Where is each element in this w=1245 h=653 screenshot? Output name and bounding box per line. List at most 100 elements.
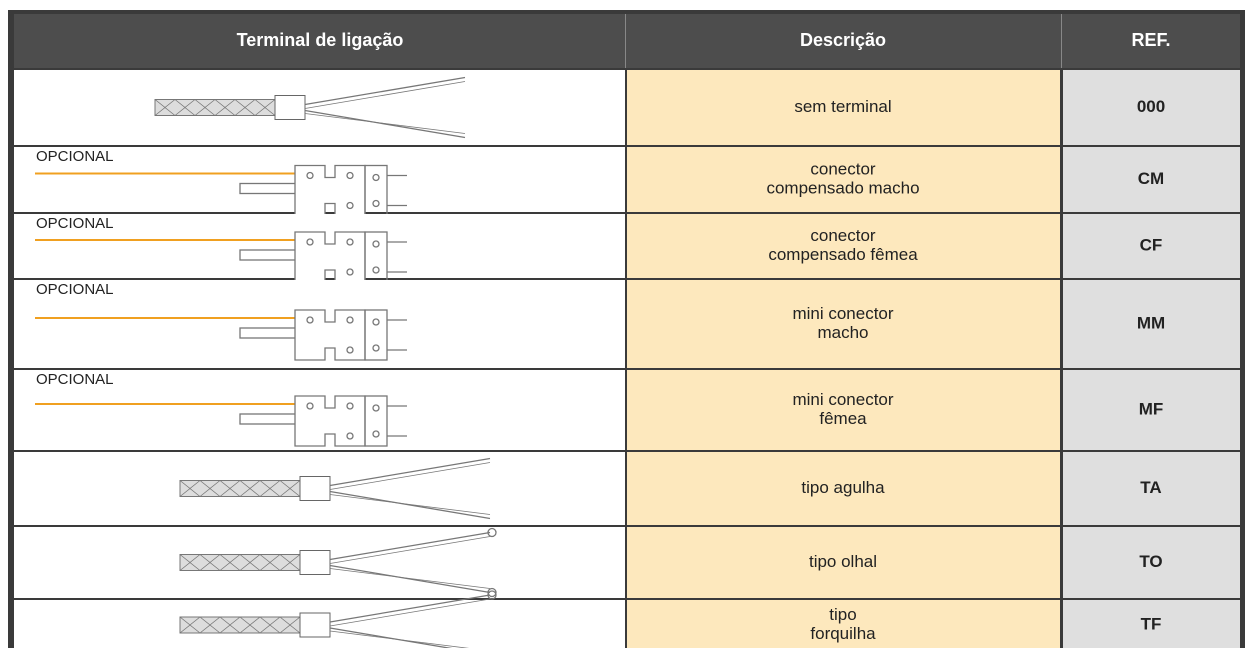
header-cell: Terminal de ligação <box>237 30 404 50</box>
screw <box>372 266 380 274</box>
description: tipo agulha <box>801 478 885 497</box>
cell <box>14 70 625 145</box>
braid-pattern <box>154 99 176 116</box>
screw <box>346 346 354 354</box>
braid-pattern <box>254 99 276 116</box>
braid-pattern <box>219 554 241 571</box>
wire <box>329 536 491 589</box>
description: compensado fêmea <box>768 245 918 264</box>
braid-pattern <box>259 616 281 634</box>
description: tipo olhal <box>809 552 877 571</box>
cell <box>627 214 1060 278</box>
tip <box>487 590 497 600</box>
screw <box>346 171 354 180</box>
description: mini conector <box>792 390 893 409</box>
description: fêmea <box>819 409 867 428</box>
description: mini conector <box>792 304 893 323</box>
description: tipo <box>829 605 856 624</box>
braid-pattern <box>259 480 281 497</box>
ref: MM <box>1137 313 1165 332</box>
optional-label: OPCIONAL <box>36 148 114 165</box>
ref: TO <box>1139 552 1162 571</box>
wire <box>304 81 466 134</box>
description: forquilha <box>810 624 876 643</box>
cell <box>627 280 1060 368</box>
sleeve <box>274 95 306 120</box>
braid-pattern <box>279 480 301 497</box>
braid-pattern <box>239 554 261 571</box>
screw <box>346 238 354 246</box>
tip <box>487 527 497 538</box>
wire <box>329 462 491 515</box>
cell <box>627 452 1060 525</box>
cell <box>627 600 1060 650</box>
screw <box>372 344 380 352</box>
cell <box>1063 600 1240 650</box>
braid <box>179 616 301 634</box>
braid-pattern <box>199 554 221 571</box>
wire <box>304 76 466 139</box>
description: conector <box>810 226 876 245</box>
sleeve <box>299 476 331 501</box>
cell <box>627 70 1060 145</box>
header-cell: Descrição <box>800 30 886 50</box>
pins <box>387 405 407 437</box>
braid-pattern <box>234 99 256 116</box>
screw <box>306 316 314 324</box>
braid-pattern <box>279 616 301 634</box>
ref: CF <box>1140 235 1163 254</box>
header-cell: REF. <box>1131 30 1170 50</box>
braid-pattern <box>174 99 196 116</box>
braid-pattern <box>219 616 241 634</box>
braid-pattern <box>179 616 201 634</box>
braid-pattern <box>179 480 201 497</box>
braid-pattern <box>179 554 201 571</box>
braid-pattern <box>214 99 236 116</box>
optional-label: OPCIONAL <box>36 371 114 388</box>
ref: CM <box>1138 169 1164 188</box>
wire <box>329 457 491 520</box>
braid <box>154 99 276 116</box>
ref: TF <box>1141 614 1162 633</box>
wire <box>329 531 491 594</box>
braid <box>179 480 301 497</box>
screw <box>346 432 354 440</box>
header-row <box>14 14 1240 68</box>
ref: 000 <box>1137 97 1165 116</box>
tip <box>487 587 497 598</box>
cell <box>1063 280 1240 368</box>
screw <box>306 238 314 246</box>
pins <box>387 174 407 207</box>
screw <box>372 199 380 208</box>
optional-label: OPCIONAL <box>36 215 114 232</box>
screw <box>346 268 354 276</box>
cell <box>1063 452 1240 525</box>
screw <box>346 201 354 210</box>
braid-pattern <box>259 554 281 571</box>
screw <box>372 240 380 248</box>
cell <box>1063 214 1240 278</box>
screw <box>372 318 380 326</box>
ref: TA <box>1140 478 1161 497</box>
braid-pattern <box>239 616 261 634</box>
optional-label: OPCIONAL <box>36 281 114 298</box>
screw <box>372 430 380 438</box>
screw <box>372 173 380 182</box>
screw <box>346 402 354 410</box>
cell <box>1063 147 1240 212</box>
braid-pattern <box>279 554 301 571</box>
screw <box>346 316 354 324</box>
pins <box>387 319 407 351</box>
cell <box>627 370 1060 450</box>
screw <box>372 404 380 412</box>
description: sem terminal <box>794 97 891 116</box>
description: macho <box>817 323 868 342</box>
screw <box>306 171 314 180</box>
braid-pattern <box>239 480 261 497</box>
braid-pattern <box>199 616 221 634</box>
sleeve <box>299 550 331 575</box>
pins <box>387 241 407 273</box>
sleeve <box>299 612 331 638</box>
cell <box>627 527 1060 598</box>
